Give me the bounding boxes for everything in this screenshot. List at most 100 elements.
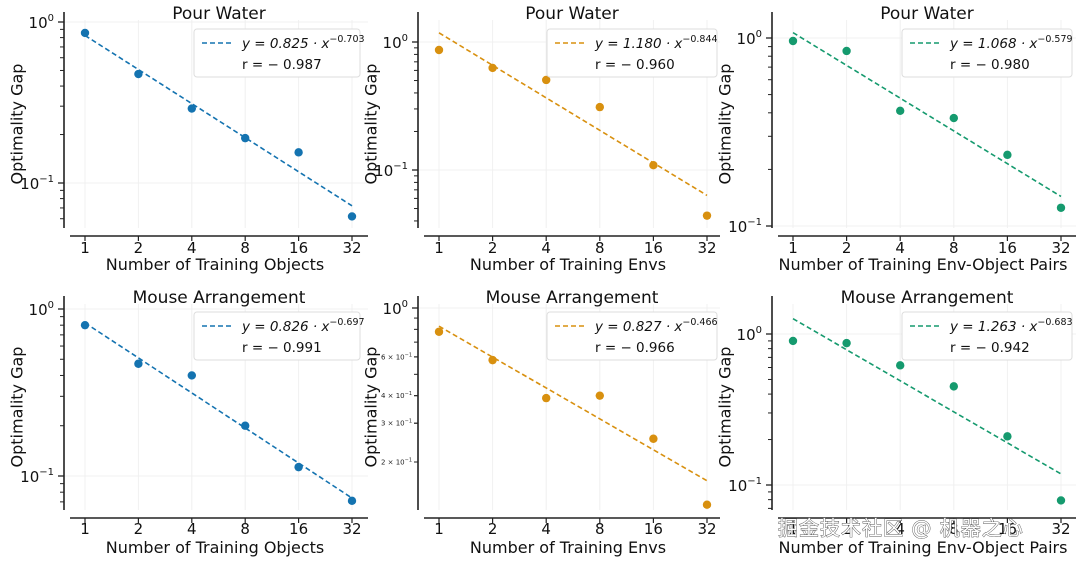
data-point [896, 106, 905, 115]
x-tick-label: 32 [697, 520, 716, 538]
y-minor-tick-label: 6 × 10−1 [381, 352, 412, 361]
x-tick-label: 1 [788, 239, 798, 257]
x-tick-label: 4 [895, 520, 905, 538]
legend: y = 1.263 · x−0.683 r = − 0.942 [901, 311, 1073, 361]
legend-correlation: r = − 0.991 [242, 340, 322, 356]
fit-line [84, 34, 353, 207]
data-point [241, 421, 250, 430]
data-point [1003, 150, 1012, 160]
x-tick-label: 2 [488, 239, 498, 257]
x-tick-label: 32 [1051, 239, 1070, 257]
x-tick-label: 16 [289, 520, 308, 538]
data-point [1056, 496, 1066, 505]
chart-panel-3: 100 10−1 1 2 4 8 16 32 Pour Water Number of Train… [716, 4, 1076, 274]
x-tick-label: 2 [134, 239, 144, 257]
x-axis-label: Number of Training Env-Object Pairs [779, 538, 1068, 557]
data-point [80, 28, 90, 38]
x-tick-label: 16 [998, 520, 1017, 538]
legend-box [546, 311, 718, 361]
y-tick-label: 100 [383, 33, 408, 52]
legend-correlation: r = − 0.960 [595, 57, 675, 73]
legend-correlation: r = − 0.966 [595, 340, 675, 356]
legend-fit-equation: y = 1.263 · x−0.683 [949, 317, 1073, 335]
y-tick-label: 100 [737, 325, 762, 344]
x-tick-label: 1 [434, 520, 444, 538]
x-tick-label: 1 [80, 239, 90, 257]
chart-title: Mouse Arrangement [841, 288, 1014, 308]
legend-correlation: r = − 0.987 [242, 57, 322, 73]
data-point [542, 75, 551, 85]
chart-panel-1: 100 10−1 1 2 4 8 16 32 Pour Water Number of Train… [8, 4, 368, 274]
x-axis-label: Number of Training Env-Object Pairs [779, 255, 1068, 274]
data-point [595, 102, 604, 112]
chart-title: Pour Water [880, 4, 973, 24]
x-tick-label: 32 [342, 239, 361, 257]
data-point [949, 382, 958, 391]
chart-title: Pour Water [172, 4, 265, 24]
y-tick-label: 100 [737, 29, 762, 48]
legend-fit-equation: y = 1.068 · x−0.579 [949, 34, 1073, 52]
x-axis-label: Number of Training Objects [106, 538, 325, 557]
y-axis-label: Optimality Gap [362, 64, 381, 185]
y-minor-tick-label: 3 × 10−1 [381, 419, 412, 428]
data-point [542, 393, 551, 403]
chart-title: Pour Water [525, 4, 618, 24]
data-point [1056, 203, 1066, 212]
x-tick-label: 8 [240, 520, 250, 538]
x-tick-label: 1 [80, 520, 90, 538]
x-tick-label: 2 [488, 520, 498, 538]
y-axis-label: Optimality Gap [8, 64, 27, 185]
data-point [488, 63, 497, 73]
data-point [241, 133, 250, 143]
legend: y = 0.827 · x−0.466 r = − 0.966 [546, 311, 718, 361]
watermark: 掘金技术社区 @ 机器之心 [778, 516, 1024, 540]
fit-line [438, 32, 708, 197]
x-tick-label: 8 [595, 520, 605, 538]
y-axis-label: Optimality Gap [8, 347, 27, 468]
legend-fit-equation: y = 0.826 · x−0.697 [241, 317, 365, 335]
data-point [80, 320, 90, 330]
data-point [294, 148, 303, 157]
data-point [649, 161, 658, 170]
x-tick-label: 1 [434, 239, 444, 257]
x-tick-label: 2 [134, 520, 144, 538]
x-tick-label: 32 [697, 239, 716, 257]
data-point [434, 327, 444, 336]
y-minor-tick-label: 2 × 10−1 [381, 458, 412, 467]
x-tick-label: 32 [342, 520, 361, 538]
x-tick-label: 16 [644, 239, 663, 257]
y-tick-label: 10−1 [20, 467, 54, 486]
x-tick-label: 2 [842, 520, 852, 538]
legend-fit-equation: y = 0.827 · x−0.466 [594, 317, 718, 335]
data-point [649, 434, 658, 443]
legend: y = 1.068 · x−0.579 r = − 0.980 [901, 28, 1073, 78]
data-point [134, 69, 143, 79]
data-point [488, 355, 497, 365]
legend-box [193, 28, 361, 78]
legend: y = 1.180 · x−0.844 r = − 0.960 [546, 28, 718, 78]
x-tick-label: 2 [842, 239, 852, 257]
fit-line [792, 31, 1062, 198]
data-point [347, 212, 357, 221]
legend-correlation: r = − 0.942 [950, 340, 1030, 356]
y-tick-label: 10−1 [728, 217, 762, 236]
data-point [294, 462, 303, 472]
chart-panel-2: 100 10−1 1 2 4 8 16 32 Pour Water Number of Train… [362, 4, 720, 274]
data-point [347, 496, 357, 506]
data-point [896, 361, 905, 370]
chart-panel-5: 100 6 × 10−1 4 × 10−1 3 × 10−1 2 × 10−1 1 2 4 8 1… [362, 288, 720, 557]
legend-box [901, 28, 1073, 78]
x-axis-label: Number of Training Objects [106, 255, 325, 274]
fit-line [438, 325, 708, 482]
y-axis-label: Optimality Gap [716, 347, 735, 468]
data-point [788, 36, 798, 46]
legend-box [901, 311, 1073, 361]
x-tick-label: 4 [541, 520, 551, 538]
y-tick-label: 100 [383, 299, 408, 318]
x-tick-label: 4 [541, 239, 551, 257]
chart-title: Mouse Arrangement [133, 288, 306, 308]
x-axis-label: Number of Training Envs [470, 255, 666, 274]
chart-panel-4: 100 10−1 1 2 4 8 16 32 Mouse Arrangement Number o… [8, 288, 368, 557]
x-tick-label: 16 [289, 239, 308, 257]
